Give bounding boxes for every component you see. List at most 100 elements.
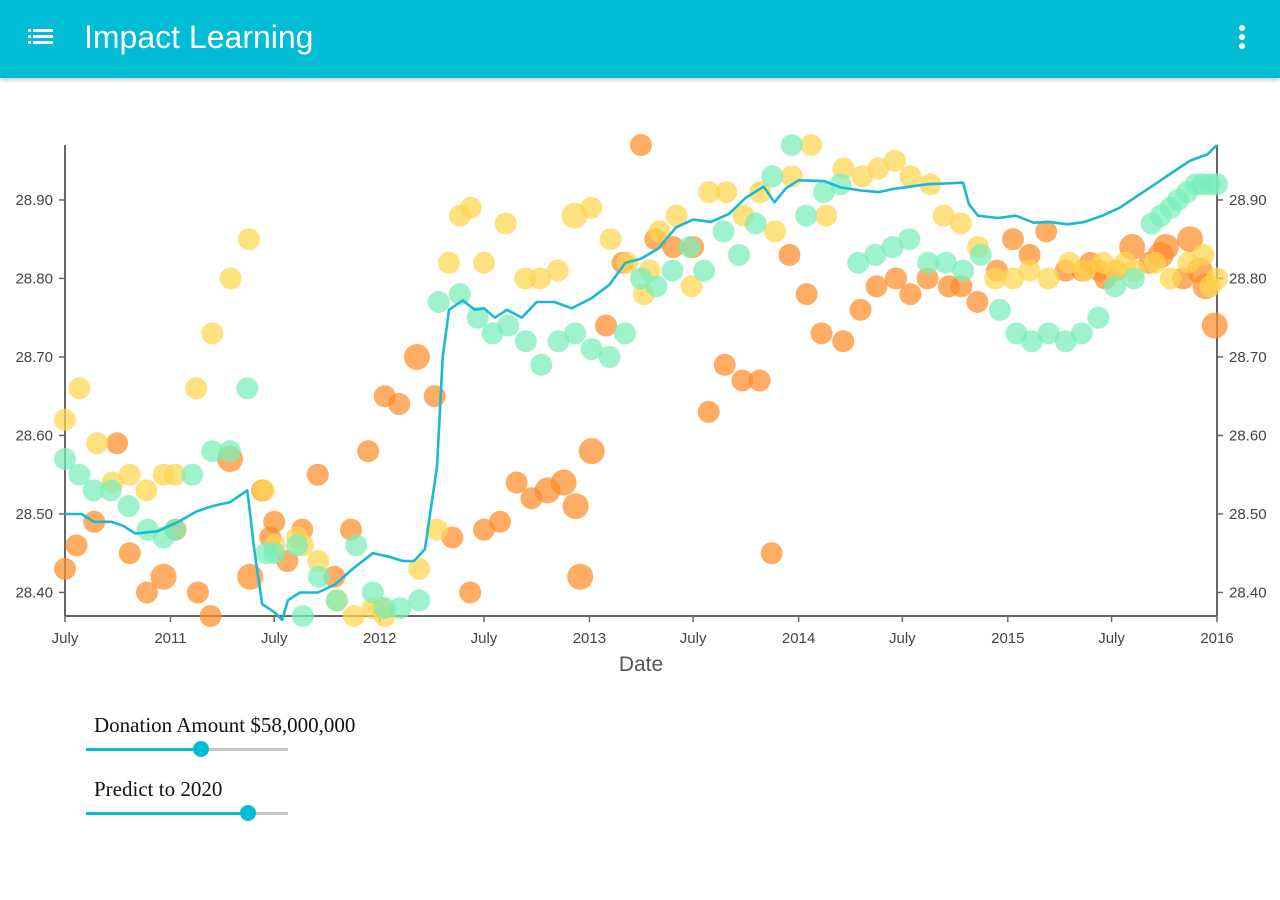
scatter-point (438, 251, 460, 274)
scatter-point (917, 251, 940, 274)
scatter-point (969, 243, 992, 266)
scatter-point (252, 479, 275, 502)
scatter-point (728, 243, 751, 266)
x-tick-label: July (1098, 630, 1125, 647)
scatter-point (186, 581, 209, 604)
scatter-point (748, 369, 771, 392)
scatter-point (578, 438, 605, 465)
scatter-point (307, 550, 330, 573)
scatter-point (1144, 251, 1167, 274)
scatter-point (82, 479, 105, 502)
scatter-point (54, 448, 76, 470)
scatter-point (106, 432, 129, 455)
scatter-point (118, 463, 141, 486)
scatter-point (342, 605, 365, 627)
scatter-point (86, 432, 109, 455)
scatter-point (1037, 267, 1060, 290)
scatter-point (201, 322, 224, 345)
scatter-point (867, 157, 890, 180)
scatter-point (761, 165, 784, 188)
scatter-point (403, 343, 430, 370)
scatter-point (263, 510, 286, 533)
scatter-point (810, 322, 833, 345)
scatter-point (847, 251, 870, 274)
slider-fill (86, 748, 202, 751)
scatter-point (1149, 204, 1172, 227)
scatter-point (1018, 259, 1041, 282)
slider-thumb[interactable] (193, 741, 210, 757)
scatter-point (529, 267, 552, 290)
scatter-point (815, 204, 838, 227)
scatter-point (325, 589, 348, 612)
scatter-point (693, 259, 716, 282)
scatter-point (899, 165, 922, 188)
scatter-point (1087, 306, 1110, 329)
scatter-point (1018, 243, 1041, 266)
scatter-point (65, 534, 88, 557)
scatter-point (661, 259, 684, 282)
scatter-point (547, 330, 570, 353)
scatter-point (472, 251, 495, 274)
scatter-point (795, 283, 818, 306)
scatter-point (514, 330, 537, 353)
scatter-point (427, 291, 450, 313)
x-tick-label: 2015 (991, 630, 1024, 647)
scatter-point (118, 542, 141, 565)
scatter-point (778, 243, 801, 266)
scatter-point (864, 243, 887, 266)
scatter-point (1073, 259, 1096, 282)
scatter-point (345, 534, 368, 557)
scatter-point (580, 196, 603, 219)
controls-panel: Donation Amount $58,000,000 Predict to 2… (86, 712, 406, 840)
scatter-point (1001, 228, 1024, 251)
scatter-point (423, 385, 446, 408)
scatter-point (800, 134, 823, 156)
scatter-point (185, 377, 208, 400)
scatter-point (916, 267, 939, 290)
scatter-point (219, 440, 242, 463)
x-tick-label: July (471, 630, 498, 647)
scatter-point (1192, 243, 1215, 266)
scatter-point (373, 597, 396, 620)
x-tick-label: July (680, 630, 707, 647)
scatter-point (795, 204, 818, 227)
scatter-point (286, 534, 309, 557)
scatter-point (68, 377, 91, 400)
donation-amount-slider[interactable] (86, 738, 288, 760)
scatter-point (780, 134, 803, 156)
scatter-point (934, 251, 957, 274)
scatter-point (595, 314, 618, 337)
more-vert-icon (1239, 25, 1245, 49)
scatter-point (952, 259, 975, 282)
scatter-point (680, 275, 703, 298)
y-tick-label: 28.50 (1229, 506, 1267, 523)
predict-year-slider[interactable] (86, 802, 288, 824)
scatter-point (760, 542, 783, 565)
x-tick-label: 2014 (782, 630, 815, 647)
scatter-point (932, 204, 955, 227)
donation-trend-chart: 28.40 28.40 28.50 28.50 28.60 28.60 28.70 28.70… (15, 134, 1267, 676)
y-tick-label: 28.70 (1229, 349, 1267, 366)
x-tick-label: July (261, 630, 288, 647)
scatter-point (580, 338, 603, 361)
scatter-point (199, 605, 222, 627)
more-button[interactable] (1226, 20, 1258, 54)
scatter-point (1070, 322, 1093, 345)
scatter-point (1037, 322, 1060, 345)
plot-area (54, 134, 1228, 627)
scatter-point (307, 565, 330, 588)
scatter-point (829, 173, 852, 196)
slider-thumb[interactable] (239, 805, 256, 821)
y-tick-label: 28.50 (15, 506, 53, 523)
scatter-point (712, 220, 735, 243)
scatter-point (1177, 226, 1204, 253)
scatter-point (1001, 267, 1024, 290)
scatter-point (466, 306, 489, 329)
scatter-point (567, 563, 594, 590)
scatter-point (135, 479, 158, 502)
menu-button[interactable] (22, 23, 58, 53)
y-tick-label: 28.90 (1229, 192, 1267, 209)
scatter-point (494, 212, 517, 235)
scatter-point (1184, 173, 1207, 196)
y-tick-label: 28.40 (1229, 584, 1267, 601)
